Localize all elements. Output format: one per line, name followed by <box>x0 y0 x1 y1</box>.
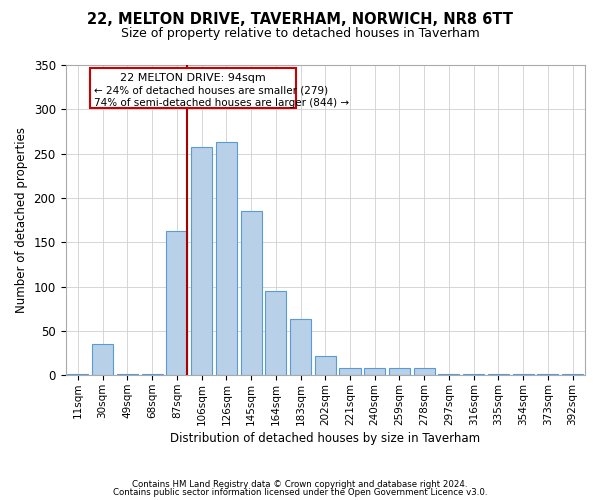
Bar <box>364 368 385 376</box>
X-axis label: Distribution of detached houses by size in Taverham: Distribution of detached houses by size … <box>170 432 481 445</box>
Bar <box>67 374 88 376</box>
Bar <box>216 142 237 376</box>
Bar <box>142 374 163 376</box>
Bar <box>117 374 138 376</box>
Bar <box>463 374 484 376</box>
Bar <box>562 374 583 376</box>
Text: 22, MELTON DRIVE, TAVERHAM, NORWICH, NR8 6TT: 22, MELTON DRIVE, TAVERHAM, NORWICH, NR8… <box>87 12 513 28</box>
Bar <box>538 374 559 376</box>
Bar <box>413 368 435 376</box>
Text: 22 MELTON DRIVE: 94sqm: 22 MELTON DRIVE: 94sqm <box>120 73 266 83</box>
Bar <box>92 344 113 376</box>
Bar <box>191 146 212 376</box>
FancyBboxPatch shape <box>90 68 296 108</box>
Bar <box>488 374 509 376</box>
Bar <box>241 212 262 376</box>
Bar <box>265 291 286 376</box>
Text: Contains HM Land Registry data © Crown copyright and database right 2024.: Contains HM Land Registry data © Crown c… <box>132 480 468 489</box>
Bar <box>340 368 361 376</box>
Text: Size of property relative to detached houses in Taverham: Size of property relative to detached ho… <box>121 28 479 40</box>
Text: ← 24% of detached houses are smaller (279): ← 24% of detached houses are smaller (27… <box>94 86 328 96</box>
Bar <box>512 374 533 376</box>
Bar <box>315 356 336 376</box>
Text: 74% of semi-detached houses are larger (844) →: 74% of semi-detached houses are larger (… <box>94 98 349 108</box>
Bar <box>166 231 187 376</box>
Bar <box>439 374 460 376</box>
Bar <box>389 368 410 376</box>
Bar <box>290 320 311 376</box>
Y-axis label: Number of detached properties: Number of detached properties <box>15 127 28 313</box>
Text: Contains public sector information licensed under the Open Government Licence v3: Contains public sector information licen… <box>113 488 487 497</box>
